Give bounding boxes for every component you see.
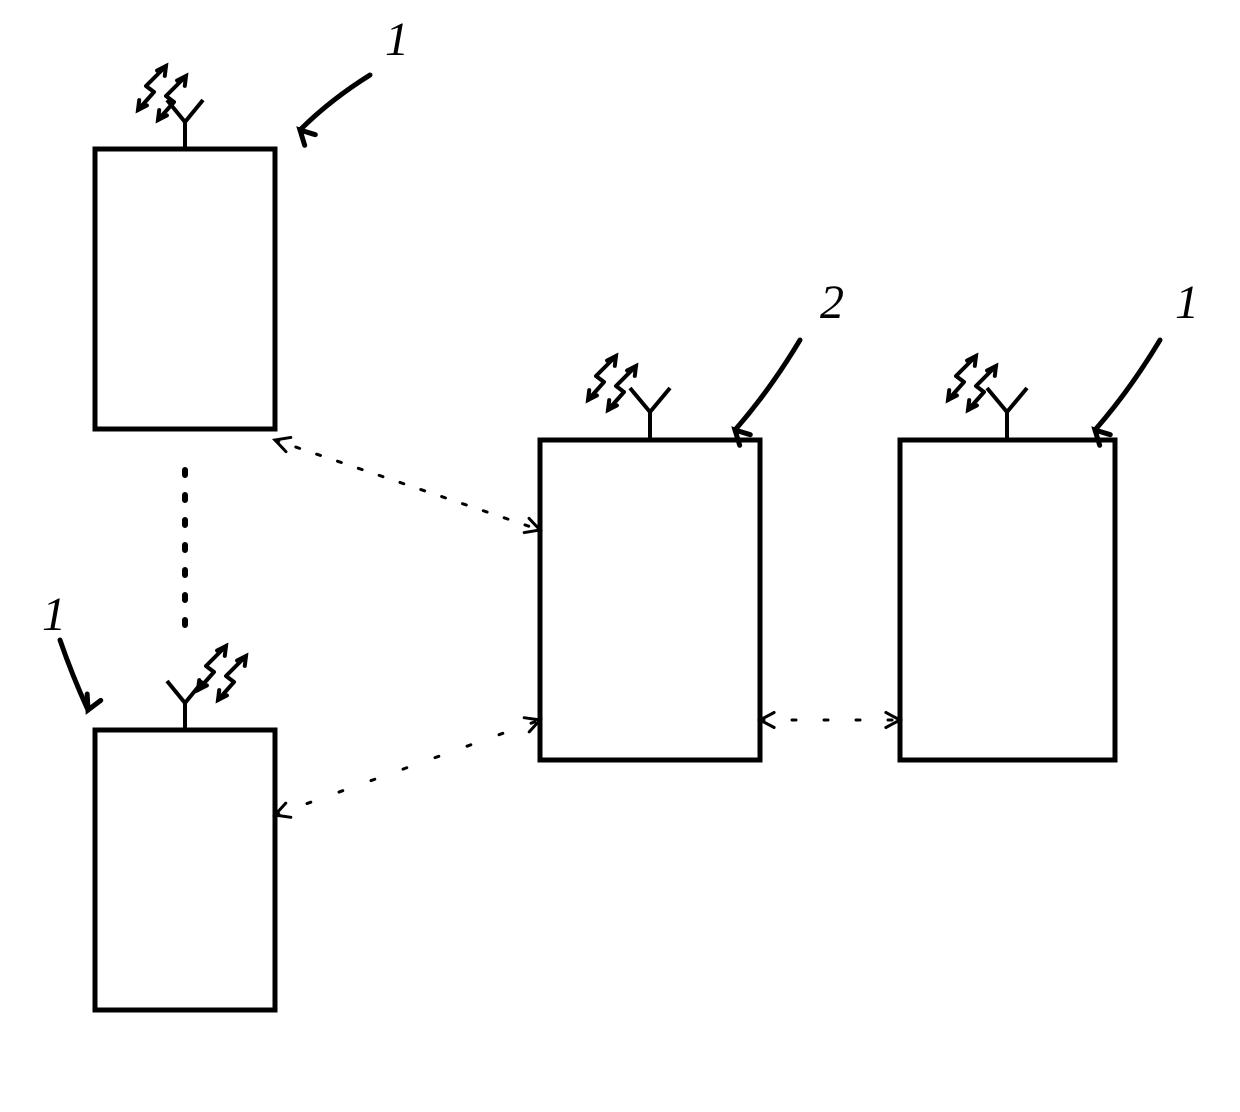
device-box-bottom_left: [95, 730, 275, 1010]
diagram-canvas: 1 1 2 1: [0, 0, 1240, 1112]
device-box-top_left: [95, 149, 275, 429]
signal-icon-center: [588, 356, 636, 410]
label-lead-top_left: [300, 75, 370, 130]
label-bottom_left: 1: [42, 588, 66, 641]
signal-icon-right: [948, 356, 996, 410]
label-lead-right: [1095, 340, 1160, 430]
device-box-right: [900, 440, 1115, 760]
label-lead-bottom_left: [60, 640, 88, 710]
label-lead-center: [735, 340, 800, 430]
connector-tl-to-c: [275, 440, 540, 530]
device-box-center: [540, 440, 760, 760]
label-center: 2: [820, 276, 844, 329]
connector-bl-to-c: [275, 720, 540, 815]
label-top_left: 1: [385, 13, 409, 66]
antenna-v-center: [630, 388, 670, 412]
antenna-v-right: [987, 388, 1027, 412]
signal-icon-bottom_left: [198, 646, 246, 700]
label-right: 1: [1175, 276, 1199, 329]
